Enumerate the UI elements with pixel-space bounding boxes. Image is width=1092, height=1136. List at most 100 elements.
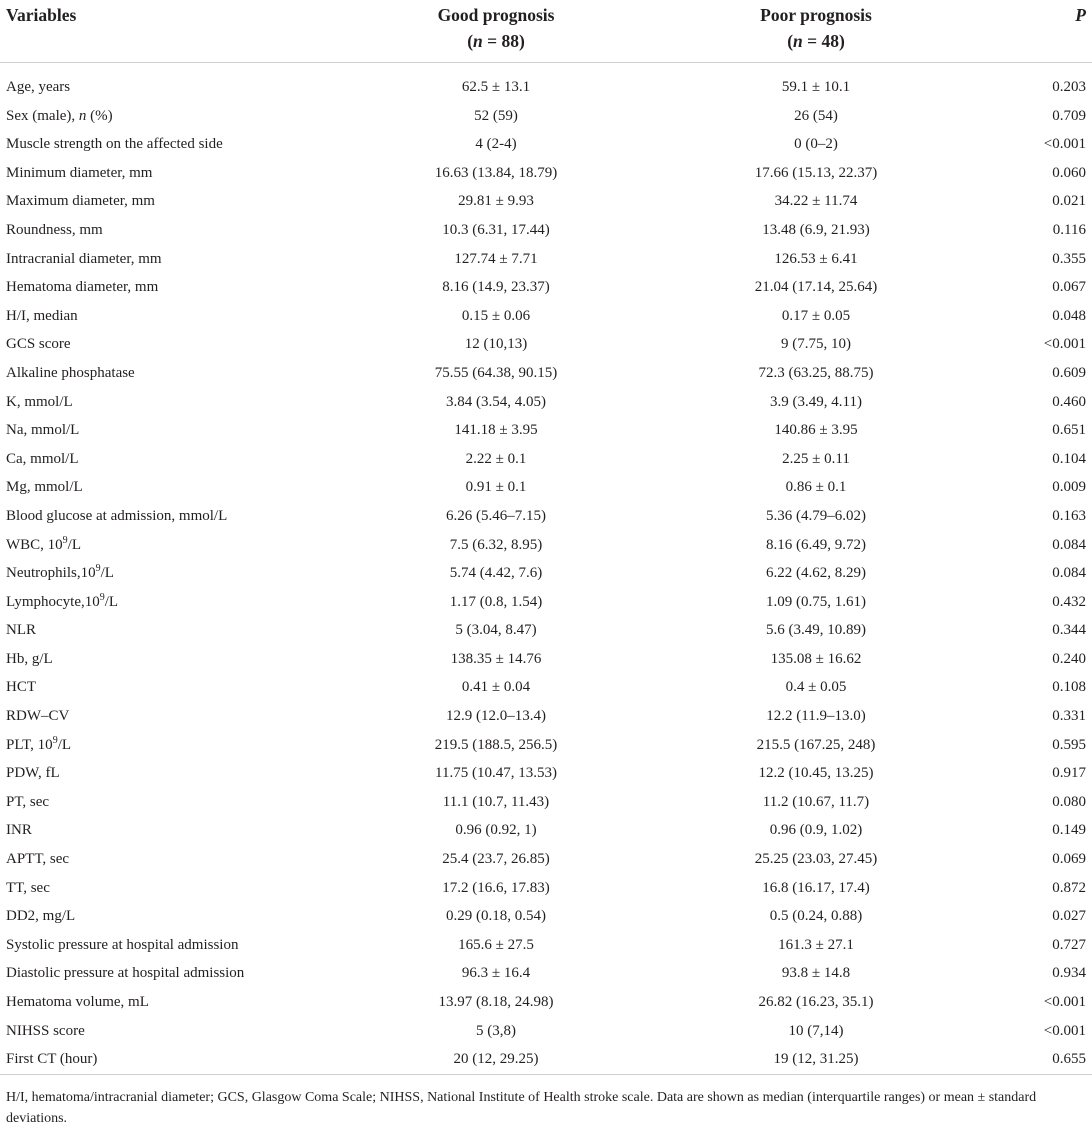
cell-variable: Intracranial diameter, mm: [6, 250, 162, 267]
cell-variable: Mg, mmol/L: [6, 479, 83, 496]
header-poor-label: Poor prognosis: [760, 5, 872, 25]
cell-variable: Na, mmol/L: [6, 422, 80, 439]
table-row: K, mmol/L 3.84 (3.54, 4.05) 3.9 (3.49, 4.1…: [0, 388, 1092, 417]
table-footnote: H/I, hematoma/intracranial diameter; GCS…: [6, 1090, 1037, 1126]
cell-p-value: 0.009: [1052, 479, 1086, 496]
header-good-label: Good prognosis: [437, 5, 555, 25]
table-row: Na, mmol/L 141.18 ± 3.95 140.86 ± 3.95 0.65…: [0, 416, 1092, 445]
table-row: Maximum diameter, mm 29.81 ± 9.93 34.22 ± …: [0, 187, 1092, 216]
cell-variable: Alkaline phosphatase: [6, 364, 135, 381]
cell-variable: H/I, median: [6, 307, 78, 324]
cell-poor-prognosis: 12.2 (10.45, 13.25): [758, 765, 874, 782]
cell-p-value: 0.344: [1052, 622, 1086, 639]
table-row: INR 0.96 (0.92, 1) 0.96 (0.9, 1.02) 0.149: [0, 816, 1092, 845]
cell-good-prognosis: 12 (10,13): [464, 336, 528, 353]
header-good-prognosis: Good prognosis (n = 88): [346, 0, 646, 63]
cell-good-prognosis: 5 (3,8): [476, 1022, 516, 1039]
table-row: HCT 0.41 ± 0.04 0.4 ± 0.05 0.108: [0, 673, 1092, 702]
table-row: Systolic pressure at hospital admission 1…: [0, 931, 1092, 960]
data-table: Variables Good prognosis (n = 88) Poor p…: [0, 0, 1092, 1075]
cell-variable: Minimum diameter, mm: [6, 164, 153, 181]
cell-variable: Diastolic pressure at hospital admission: [6, 965, 245, 982]
cell-good-prognosis: 25.4 (23.7, 26.85): [442, 851, 550, 868]
cell-good-prognosis: 0.29 (0.18, 0.54): [446, 908, 546, 925]
cell-good-prognosis: 7.5 (6.32, 8.95): [449, 536, 543, 553]
cell-p-value: <0.001: [1043, 336, 1086, 353]
table-row: PDW, fL 11.75 (10.47, 13.53) 12.2 (10.45, …: [0, 759, 1092, 788]
table-row: Roundness, mm 10.3 (6.31, 17.44) 13.48 (6.…: [0, 216, 1092, 245]
table-row: Intracranial diameter, mm 127.74 ± 7.71 12…: [0, 245, 1092, 274]
cell-good-prognosis: 96.3 ± 16.4: [461, 965, 531, 982]
cell-variable: Hematoma diameter, mm: [6, 279, 159, 296]
table-row: Hematoma volume, mL 13.97 (8.18, 24.98) 26…: [0, 988, 1092, 1017]
header-poor-n: (n = 48): [787, 31, 845, 51]
cell-p-value: 0.080: [1052, 793, 1086, 810]
cell-poor-prognosis: 140.86 ± 3.95: [774, 422, 858, 439]
cell-poor-prognosis: 26 (54): [794, 107, 838, 124]
cell-variable: WBC, 109/L: [6, 534, 82, 553]
cell-good-prognosis: 219.5 (188.5, 256.5): [434, 736, 558, 753]
cell-poor-prognosis: 0.17 ± 0.05: [781, 307, 851, 324]
cell-good-prognosis: 2.22 ± 0.1: [465, 450, 527, 467]
cell-p-value: 0.727: [1052, 936, 1086, 953]
cell-p-value: 0.709: [1052, 107, 1086, 124]
cell-variable: Muscle strength on the affected side: [6, 136, 223, 153]
cell-poor-prognosis: 11.2 (10.67, 11.7): [762, 793, 870, 810]
cell-p-value: 0.069: [1052, 851, 1086, 868]
cell-variable: Hematoma volume, mL: [6, 994, 149, 1010]
cell-good-prognosis: 11.75 (10.47, 13.53): [435, 765, 557, 782]
cell-p-value: 0.651: [1052, 422, 1086, 439]
cell-good-prognosis: 20 (12, 29.25): [346, 1045, 646, 1075]
cell-p-value: 0.595: [1052, 736, 1086, 753]
table-row: Neutrophils,109/L 5.74 (4.42, 7.6) 6.22 (4…: [0, 559, 1092, 588]
cell-p-value: 0.067: [1052, 279, 1086, 296]
cell-poor-prognosis: 25.25 (23.03, 27.45): [754, 851, 878, 868]
cell-good-prognosis: 0.41 ± 0.04: [461, 679, 531, 696]
cell-good-prognosis: 17.2 (16.6, 17.83): [442, 879, 550, 896]
cell-variable: TT, sec: [6, 879, 50, 896]
cell-poor-prognosis: 215.5 (167.25, 248): [756, 736, 876, 753]
cell-variable: DD2, mg/L: [6, 908, 76, 925]
header-variables: Variables: [0, 0, 346, 63]
cell-poor-prognosis: 59.1 ± 10.1: [781, 79, 851, 95]
table-row: TT, sec 17.2 (16.6, 17.83) 16.8 (16.17, 17…: [0, 874, 1092, 903]
cell-poor-prognosis: 26.82 (16.23, 35.1): [758, 994, 874, 1010]
cell-good-prognosis: 10.3 (6.31, 17.44): [442, 221, 550, 238]
cell-good-prognosis: 3.84 (3.54, 4.05): [446, 393, 546, 410]
cell-poor-prognosis: 8.16 (6.49, 9.72): [766, 536, 866, 553]
table-row: Hematoma diameter, mm 8.16 (14.9, 23.37) 2…: [0, 273, 1092, 302]
cell-poor-prognosis: 12.2 (11.9–13.0): [766, 708, 866, 725]
table-row: Ca, mmol/L 2.22 ± 0.1 2.25 ± 0.11 0.104: [0, 445, 1092, 474]
cell-p-value: 0.116: [1052, 221, 1086, 238]
cell-good-prognosis: 1.17 (0.8, 1.54): [449, 593, 543, 610]
cell-variable: Blood glucose at admission, mmol/L: [6, 507, 228, 524]
header-good-n: (n = 88): [467, 31, 525, 51]
cell-poor-prognosis: 19 (12, 31.25): [646, 1045, 986, 1075]
cell-good-prognosis: 75.55 (64.38, 90.15): [434, 364, 558, 381]
cell-p-value: 0.240: [1052, 650, 1086, 667]
cell-good-prognosis: 29.81 ± 9.93: [458, 193, 534, 210]
table-row: Hb, g/L 138.35 ± 14.76 135.08 ± 16.62 0.240: [0, 645, 1092, 674]
cell-good-prognosis: 0.15 ± 0.06: [461, 307, 531, 324]
cell-poor-prognosis: 17.66 (15.13, 22.37): [754, 164, 878, 181]
cell-variable: Ca, mmol/L: [6, 450, 79, 467]
cell-poor-prognosis: 0.5 (0.24, 0.88): [769, 908, 863, 925]
cell-good-prognosis: 11.1 (10.7, 11.43): [442, 793, 550, 810]
cell-p-value: 0.027: [1052, 908, 1086, 925]
cell-variable: First CT (hour): [0, 1045, 346, 1075]
cell-poor-prognosis: 0.86 ± 0.1: [785, 479, 847, 496]
cell-poor-prognosis: 34.22 ± 11.74: [774, 193, 858, 210]
cell-poor-prognosis: 13.48 (6.9, 21.93): [762, 221, 870, 238]
cell-good-prognosis: 127.74 ± 7.71: [454, 250, 538, 267]
cell-p-value: 0.655: [986, 1045, 1092, 1075]
cell-p-value: <0.001: [1043, 136, 1086, 153]
cell-p-value: <0.001: [1043, 1022, 1086, 1039]
cell-p-value: 0.872: [1052, 879, 1086, 896]
cell-good-prognosis: 0.96 (0.92, 1): [455, 822, 537, 839]
table-row: Alkaline phosphatase 75.55 (64.38, 90.15)…: [0, 359, 1092, 388]
table-row: Age, years 62.5 ± 13.1 59.1 ± 10.1 0.203: [0, 63, 1092, 102]
cell-good-prognosis: 52 (59): [474, 107, 518, 124]
cell-p-value: 0.104: [1052, 450, 1086, 467]
cell-p-value: 0.934: [1052, 965, 1086, 982]
